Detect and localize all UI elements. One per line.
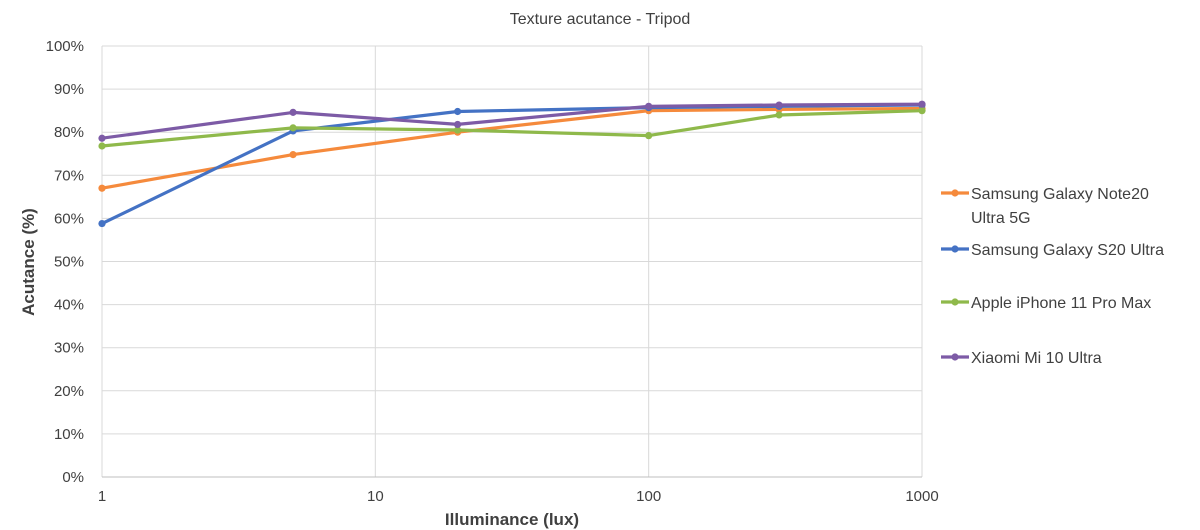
series-line [100,102,924,140]
data-point [454,120,462,129]
data-point [454,126,462,134]
x-tick-label: 10 [367,488,384,505]
data-point [645,102,653,110]
y-tick-label: 50% [54,254,84,271]
y-tick-label: 90% [54,81,84,98]
data-point [454,107,462,116]
data-point [289,151,297,159]
data-point [289,108,297,116]
legend-label: Samsung Galaxy Note20 Ultra 5G [971,186,1149,227]
legend-swatch-marker [951,298,959,306]
x-tick-label: 1 [98,488,106,505]
y-tick-label: 60% [54,210,84,227]
y-tick-label: 40% [54,297,84,314]
legend-item: Samsung Galaxy S20 Ultra [941,242,1164,259]
legend-swatch-marker [951,189,959,197]
data-point [645,132,653,140]
legend-swatch-marker [951,353,959,361]
data-point [98,184,106,192]
data-point [98,219,106,228]
legend-label: Xiaomi Mi 10 Ultra [971,350,1102,367]
series [98,107,926,150]
x-tick-label: 100 [636,488,661,505]
legend-label: Apple iPhone 11 Pro Max [971,295,1151,312]
legend-swatch-marker [951,245,959,253]
grid [101,45,923,478]
x-axis-title: Illuminance (lux) [445,510,579,529]
series [98,100,926,142]
data-point [98,142,106,150]
legend-item: Samsung Galaxy Note20 Ultra 5G [941,186,1149,227]
y-tick-label: 10% [54,426,84,443]
legend-item: Xiaomi Mi 10 Ultra [941,350,1102,367]
y-tick-label: 100% [46,38,84,55]
y-tick-label: 30% [54,340,84,357]
y-tick-label: 80% [54,124,84,141]
legend: Samsung Galaxy Note20 Ultra 5G Samsung Gal… [941,186,1164,367]
y-tick-label: 0% [62,469,84,486]
chart-title: Texture acutance - Tripod [510,11,691,28]
y-tick-label: 20% [54,383,84,400]
y-axis-title: Acutance (%) [19,208,38,316]
data-point [98,134,106,142]
data-point [775,101,783,109]
axes: 0% 10% 20% 30% 40% 50% 60% 70% 80% 90% 100% 1 10 100 1… [46,38,939,505]
data-point [775,111,783,119]
data-point [918,107,926,115]
series-lines [98,100,926,228]
data-point [918,100,926,108]
legend-label: Samsung Galaxy S20 Ultra [971,242,1164,259]
x-tick-label: 1000 [905,488,938,505]
legend-item: Apple iPhone 11 Pro Max [941,295,1151,312]
series-line [100,106,924,190]
series-line [100,109,924,148]
y-tick-label: 70% [54,167,84,184]
data-point [289,124,297,132]
